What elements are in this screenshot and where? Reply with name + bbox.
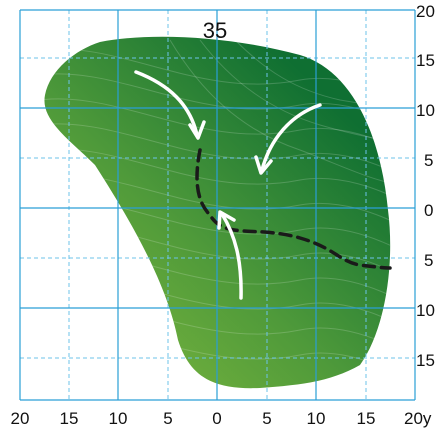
y-tick-label: 10 — [416, 101, 435, 120]
x-tick-label: 0 — [212, 409, 221, 428]
x-tick-label: 20 — [11, 409, 30, 428]
y-tick-label: 10 — [416, 301, 435, 320]
x-tick-label: 10 — [307, 409, 326, 428]
y-axis-labels: 20 15 10 5 0 5 10 15 — [416, 2, 435, 370]
y-tick-label: 5 — [424, 151, 433, 170]
slope-arrow-icon — [134, 70, 206, 140]
break-line — [195, 148, 392, 270]
x-tick-label: 20y — [404, 409, 432, 428]
x-tick-label: 5 — [262, 409, 271, 428]
hole-number: 35 — [203, 18, 227, 43]
slope-arrow-icon — [254, 103, 322, 175]
y-tick-label: 5 — [424, 251, 433, 270]
x-axis-labels: 20 15 10 5 0 5 10 15 20y — [11, 409, 432, 428]
slope-arrow-icon — [217, 210, 243, 300]
y-tick-label: 20 — [416, 2, 435, 21]
x-tick-label: 15 — [60, 409, 79, 428]
y-tick-label: 15 — [416, 51, 435, 70]
x-tick-label: 15 — [357, 409, 376, 428]
y-tick-label: 0 — [424, 201, 433, 220]
x-tick-label: 10 — [109, 409, 128, 428]
x-tick-label: 5 — [163, 409, 172, 428]
grid-major — [19, 9, 416, 401]
y-tick-label: 15 — [416, 351, 435, 370]
